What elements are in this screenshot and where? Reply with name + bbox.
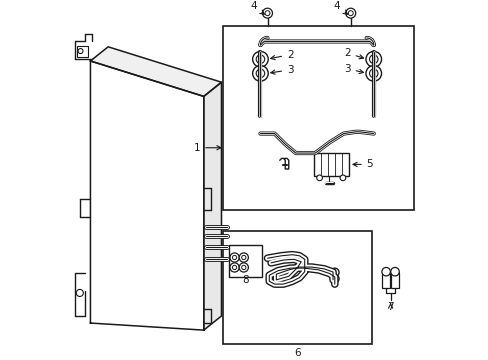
Circle shape [340, 175, 345, 181]
Polygon shape [203, 82, 221, 330]
Circle shape [262, 8, 272, 18]
Text: 8: 8 [242, 275, 248, 285]
Text: 3: 3 [270, 65, 293, 75]
Text: 6: 6 [294, 348, 300, 358]
Circle shape [229, 253, 239, 262]
Circle shape [252, 51, 268, 67]
Circle shape [78, 49, 83, 54]
Circle shape [330, 275, 338, 283]
Circle shape [365, 66, 381, 81]
Circle shape [241, 255, 245, 260]
Circle shape [256, 69, 264, 78]
Circle shape [232, 265, 236, 270]
Circle shape [330, 268, 338, 276]
Circle shape [241, 265, 245, 270]
Bar [381, 274, 389, 288]
Bar [223, 26, 414, 210]
Text: 3: 3 [344, 64, 363, 74]
Circle shape [256, 55, 264, 63]
Circle shape [232, 255, 236, 260]
Text: 1: 1 [193, 143, 221, 153]
Text: 2: 2 [344, 48, 363, 59]
Bar [390, 274, 398, 288]
Circle shape [252, 66, 268, 81]
Circle shape [239, 263, 248, 272]
Circle shape [365, 51, 381, 67]
Circle shape [76, 289, 83, 297]
Circle shape [381, 267, 389, 276]
Bar [313, 153, 348, 176]
Circle shape [347, 11, 352, 15]
Text: 2: 2 [270, 50, 293, 60]
Circle shape [264, 11, 269, 15]
Circle shape [316, 175, 322, 181]
Circle shape [390, 267, 398, 276]
Bar [228, 245, 262, 277]
Text: 5: 5 [352, 159, 372, 170]
Text: 7: 7 [386, 302, 393, 312]
Circle shape [369, 55, 377, 63]
Circle shape [369, 69, 377, 78]
Circle shape [229, 263, 239, 272]
Circle shape [345, 8, 355, 18]
Bar [77, 46, 87, 57]
Polygon shape [90, 47, 221, 96]
Circle shape [239, 253, 248, 262]
Bar [223, 231, 371, 344]
Text: 4: 4 [333, 1, 347, 14]
Polygon shape [90, 61, 203, 330]
Text: 4: 4 [250, 1, 264, 14]
